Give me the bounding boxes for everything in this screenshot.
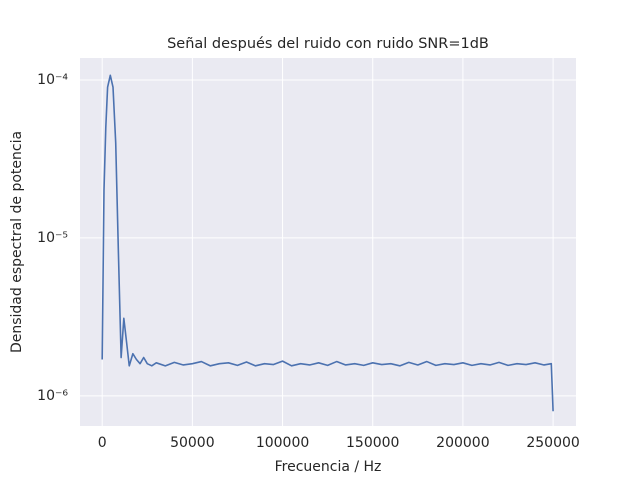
x-axis-label: Frecuencia / Hz [275, 459, 382, 475]
data-line [101, 74, 554, 412]
x-tick-label: 200000 [436, 435, 489, 451]
y-tick-label: 10⁻⁴ [37, 72, 68, 88]
x-tick-label: 250000 [526, 435, 579, 451]
y-tick-label: 10⁻⁶ [37, 388, 68, 404]
chart-title: Señal después del ruido con ruido SNR=1d… [167, 36, 489, 52]
x-tick-label: 100000 [256, 435, 309, 451]
x-tick-label: 150000 [346, 435, 399, 451]
x-tick-label: 0 [98, 435, 107, 451]
plot-area [80, 58, 576, 426]
y-axis-label: Densidad espectral de potencia [9, 131, 25, 353]
x-tick-label: 50000 [170, 435, 215, 451]
y-tick-label: 10⁻⁵ [37, 230, 68, 246]
